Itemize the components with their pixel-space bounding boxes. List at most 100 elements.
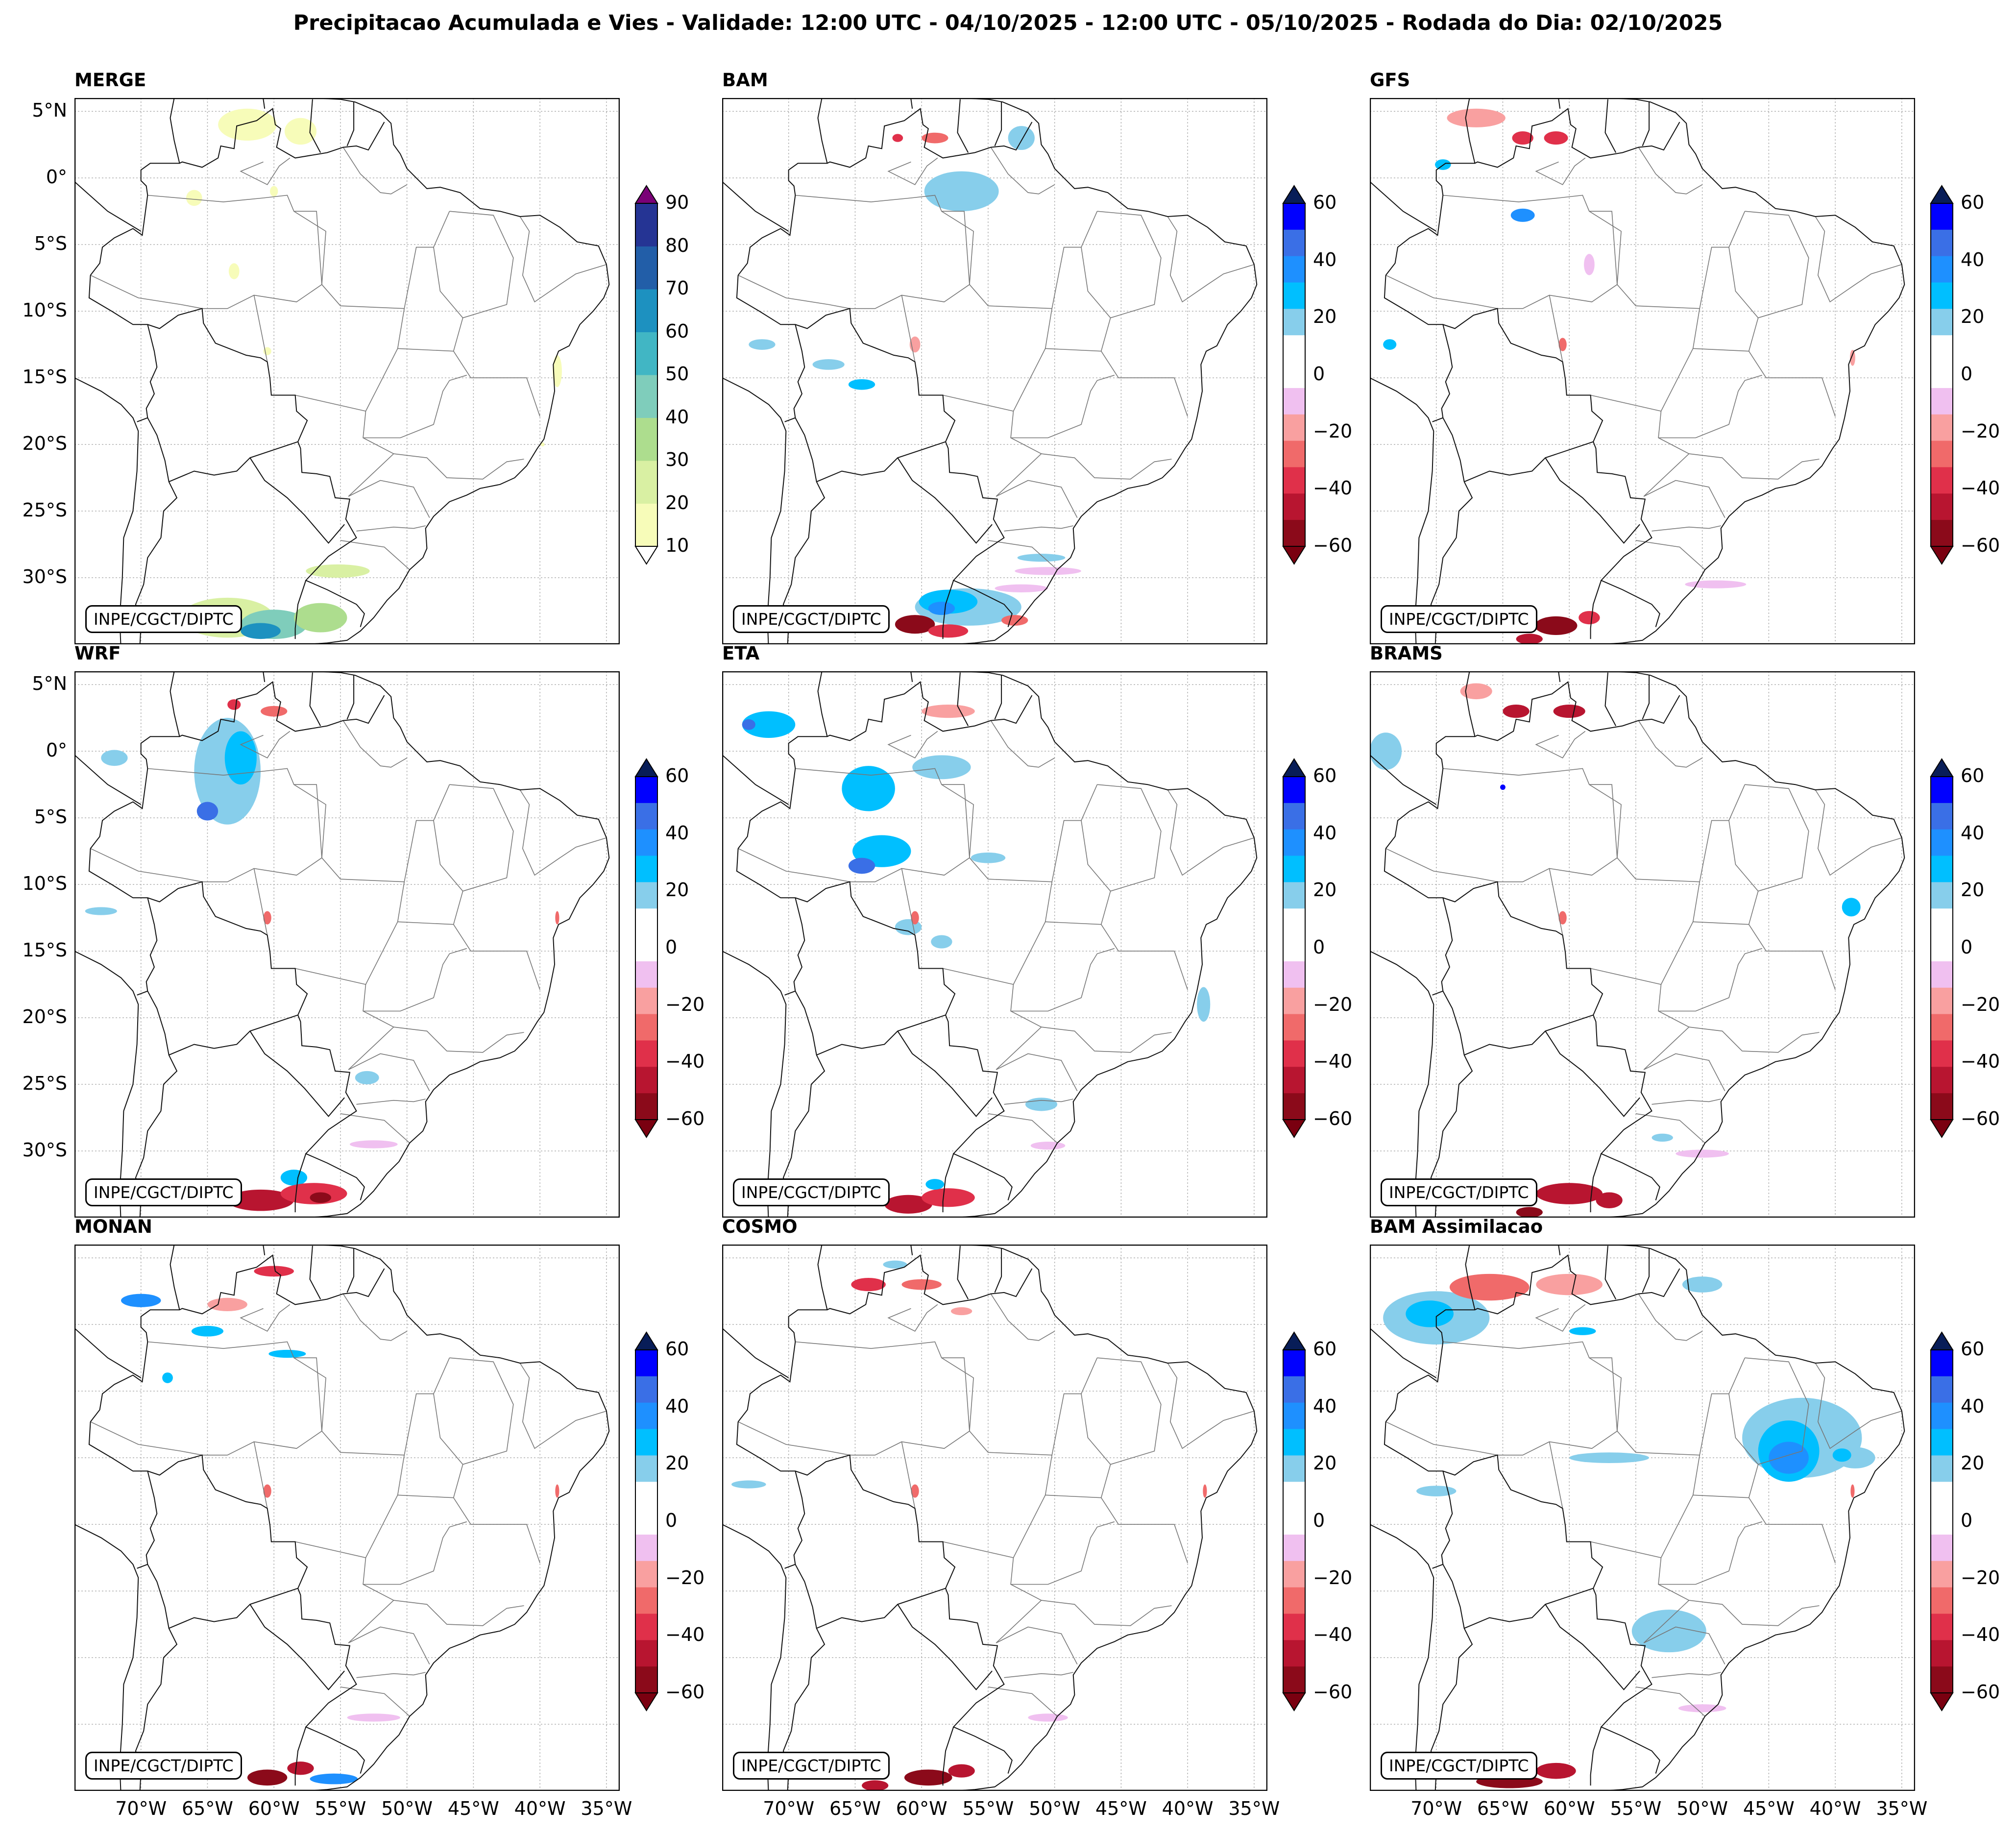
colorbar-swatch (1931, 1614, 1953, 1640)
field-contour (1536, 1762, 1576, 1779)
map-cosmo[interactable] (722, 1245, 1267, 1791)
state-border (356, 1672, 426, 1678)
country-border (737, 1254, 1033, 1422)
country-border (897, 1604, 993, 1690)
country-border (309, 672, 321, 726)
state-border (943, 394, 1014, 412)
field-contour (1579, 611, 1600, 625)
country-border (249, 457, 345, 544)
colorbar-swatch (1931, 309, 1953, 336)
country-border (88, 275, 365, 627)
field-contour (1017, 554, 1066, 562)
map-merge[interactable] (74, 98, 620, 644)
map-background (1370, 98, 1915, 644)
state-border (1041, 1600, 1172, 1626)
colorbar-swatch (1931, 388, 1953, 415)
colorbar-tick-label: 60 (1961, 1338, 1985, 1360)
field-contour (349, 1140, 398, 1149)
state-border (363, 948, 467, 1012)
field-contour (196, 802, 219, 821)
field-contour (306, 564, 370, 578)
x-tick-label: 60°W (1543, 1798, 1595, 1819)
map-monan[interactable] (74, 1245, 620, 1791)
colorbar-extend-under (1930, 546, 1954, 565)
field-contour (1028, 1713, 1068, 1722)
colorbar-tick-label: −40 (1961, 477, 2000, 499)
colorbar-extend-under (634, 546, 658, 565)
x-tick-label: 35°W (581, 1798, 632, 1819)
colorbar-frame (635, 1349, 658, 1693)
country-border (1384, 275, 1660, 627)
state-border (342, 1294, 408, 1341)
field-contour (950, 1307, 972, 1316)
map-frame (1370, 671, 1915, 1218)
colorbar-tick-label: 0 (1961, 363, 1973, 385)
x-tick-label: 55°W (315, 1798, 366, 1819)
field-contour (101, 750, 128, 766)
field-contour (247, 1769, 288, 1786)
colorbar-swatch (1931, 803, 1953, 830)
state-border (1643, 881, 1700, 1070)
state-border (1652, 1099, 1721, 1105)
map-bam[interactable] (722, 98, 1267, 644)
colorbar-swatch (1931, 335, 1953, 362)
field-contour (931, 935, 952, 949)
country-border (169, 441, 298, 483)
colorbar-extend-under (634, 1119, 658, 1138)
colorbar-frame (1283, 776, 1306, 1120)
country-border (1545, 457, 1640, 544)
colorbar-tick-label: −40 (1313, 1051, 1353, 1073)
country-border (784, 324, 805, 422)
y-tick-label: 15°S (22, 939, 67, 961)
state-border (253, 295, 268, 362)
colorbar-tick-label: 0 (665, 936, 678, 958)
country-border (1590, 1153, 1602, 1213)
state-border (295, 1541, 366, 1558)
state-border (295, 394, 366, 412)
map-gfs[interactable] (1370, 98, 1915, 644)
state-border (887, 1304, 938, 1332)
colorbar-swatch (1283, 777, 1305, 804)
map-bam-assim[interactable] (1370, 1245, 1915, 1791)
colorbar-swatch (1283, 1014, 1305, 1041)
x-tick-label: 70°W (763, 1798, 815, 1819)
country-border (1370, 754, 1437, 805)
x-tick-label: 60°W (896, 1798, 947, 1819)
country-border (994, 1248, 1002, 1293)
country-border (74, 1327, 142, 1378)
colorbar-extend-under (1282, 1119, 1306, 1138)
colorbar-tick-label: 0 (665, 1510, 678, 1531)
country-border (722, 950, 787, 1218)
state-border (1004, 1099, 1073, 1105)
map-eta[interactable] (722, 671, 1267, 1218)
state-border (1167, 216, 1255, 303)
colorbar-extend-over (1930, 758, 1954, 777)
colorbar-extend-over (1282, 758, 1306, 777)
colorbar-swatch (1283, 1640, 1305, 1667)
colorbar-swatch (1283, 467, 1305, 494)
x-tick-label: 50°W (381, 1798, 433, 1819)
country-border (722, 1523, 787, 1791)
field-contour (310, 1192, 331, 1203)
colorbar-monan (634, 1331, 658, 1712)
colorbar-swatch (1931, 1376, 1953, 1403)
colorbar-tick-label: 0 (1961, 936, 1973, 958)
country-border (170, 671, 180, 737)
map-brams[interactable] (1370, 671, 1915, 1218)
country-border (953, 98, 1258, 644)
credit-label-bam: INPE/CGCT/DIPTC (733, 605, 890, 633)
state-border (363, 1521, 467, 1585)
field-contour (1849, 349, 1855, 366)
state-border (1045, 1394, 1111, 1498)
country-border (1642, 675, 1650, 720)
colorbar-frame (1283, 1349, 1306, 1693)
x-tick-label: 65°W (1477, 1798, 1529, 1819)
country-border (346, 1248, 355, 1293)
colorbar-extend-under (1930, 1692, 1954, 1712)
colorbar-frame (1930, 203, 1953, 547)
state-border (996, 1626, 1078, 1664)
state-border (795, 1341, 970, 1456)
country-border (736, 848, 1013, 1200)
panel-title-merge: MERGE (74, 70, 146, 91)
map-wrf[interactable] (74, 671, 620, 1218)
